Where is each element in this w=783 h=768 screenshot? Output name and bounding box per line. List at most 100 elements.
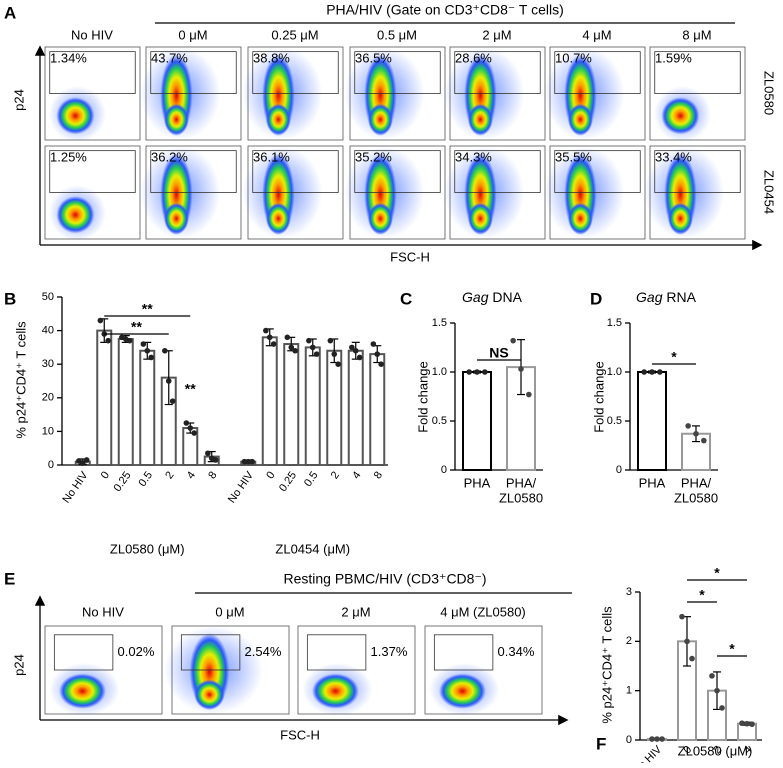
title-gene: Gag [636, 289, 663, 305]
data-point [659, 736, 665, 742]
data-point [288, 344, 295, 351]
gate-percent: 2.54% [245, 644, 282, 659]
axis-label: FSC-H [280, 727, 320, 742]
panel-header: Resting PBMC/HIV (CD3⁺CD8⁻) [283, 571, 486, 587]
x-tick-label: PHA [464, 475, 491, 490]
gate [354, 51, 441, 94]
density-core [468, 202, 493, 235]
x-tick-label: 2 [163, 470, 176, 482]
data-point [679, 613, 685, 620]
title-gene: Gag [462, 289, 489, 305]
column-label: 0.25 μM [271, 27, 318, 42]
title-text: RNA [666, 289, 696, 305]
y-tick-label: 1.5 [607, 317, 622, 329]
x-tick-label: 0 [99, 470, 112, 482]
column-label: 2 μM [341, 604, 370, 619]
data-point [526, 391, 532, 398]
gate-percent: 43.7% [151, 50, 188, 65]
density-core [368, 202, 393, 235]
column-label: No HIV [82, 604, 124, 619]
data-point [144, 347, 151, 354]
panel-label: A [4, 3, 16, 22]
group-label: ZL0580 (μM) [110, 541, 185, 556]
data-point [657, 369, 663, 375]
data-point [709, 673, 715, 679]
density-plot [56, 196, 95, 234]
data-point [327, 337, 334, 344]
y-tick-label: 40 [42, 325, 54, 337]
axis-label: p24 [11, 89, 26, 111]
x-tick-label: 0.25 [111, 470, 133, 494]
significance-label: NS [489, 345, 508, 361]
y-axis-label: % p24⁺CD4⁺ T cells [13, 321, 28, 439]
significance-label: * [729, 641, 735, 657]
y-tick-label: 0 [626, 734, 632, 746]
gate-percent: 36.5% [355, 50, 392, 65]
data-point [510, 337, 516, 344]
data-point [148, 354, 154, 361]
data-point [378, 361, 384, 368]
data-point [245, 458, 252, 465]
data-point [205, 450, 211, 457]
panel-label: C [400, 289, 412, 308]
x-tick-label: No HIV [60, 469, 91, 505]
data-point [241, 458, 248, 465]
group-label: ZL0454 (μM) [275, 541, 350, 556]
data-point [266, 334, 273, 341]
data-point [466, 369, 472, 375]
x-tick-label: PHA/ [681, 475, 712, 490]
gate [252, 150, 339, 193]
bar [96, 329, 113, 466]
density-core [164, 202, 189, 235]
bar [347, 349, 364, 467]
x-tick-label: PHA/ [506, 475, 537, 490]
significance-label: ** [142, 301, 153, 317]
gate [150, 51, 237, 94]
significance-label: * [699, 587, 705, 603]
gate-percent: 36.1% [253, 149, 290, 164]
y-tick-label: 20 [42, 392, 54, 404]
significance-label: * [671, 349, 677, 365]
gate [49, 51, 136, 94]
gate-percent: 38.8% [253, 50, 290, 65]
chart-title: Gag DNA [462, 289, 523, 305]
data-point [374, 351, 381, 357]
data-point [335, 361, 341, 368]
row-label: ZL0580 [762, 71, 777, 115]
y-axis-label: Fold change [415, 361, 430, 433]
column-label: 8 μM [682, 27, 711, 42]
y-tick-label: 50 [42, 291, 54, 303]
significance-label: ** [131, 319, 142, 335]
gate-percent: 35.2% [355, 149, 392, 164]
bar [261, 336, 278, 467]
gate [49, 150, 136, 193]
column-label: 4 μM (ZL0580) [440, 604, 526, 619]
y-axis-label: % p24⁺CD4⁺ T cells [599, 606, 614, 724]
x-tick-label: 4 [350, 470, 363, 482]
density-core [266, 103, 291, 136]
density-plot [439, 673, 486, 709]
data-point [331, 351, 338, 357]
data-point [187, 425, 194, 431]
y-tick-label: 0.5 [607, 415, 622, 427]
y-tick-label: 3 [626, 586, 632, 598]
data-point [649, 736, 655, 742]
gate-percent: 10.7% [555, 50, 592, 65]
y-tick-label: 10 [42, 425, 54, 437]
data-point [105, 337, 111, 344]
y-tick-label: 1.0 [607, 366, 622, 378]
data-point [684, 638, 690, 645]
gate [554, 51, 641, 94]
gate [433, 634, 494, 671]
data-point [714, 687, 720, 694]
x-tick-label: 2 [329, 470, 342, 482]
y-axis-label: Fold change [591, 361, 606, 433]
data-point [284, 334, 291, 341]
data-point [249, 458, 255, 465]
significance-label: ** [185, 381, 196, 397]
panel-label: F [596, 734, 606, 753]
gate-percent: 0.34% [498, 644, 535, 659]
x-tick-label: No HIV [631, 743, 665, 763]
gate-percent: 36.2% [151, 149, 188, 164]
row-label: ZL0454 [762, 170, 777, 214]
